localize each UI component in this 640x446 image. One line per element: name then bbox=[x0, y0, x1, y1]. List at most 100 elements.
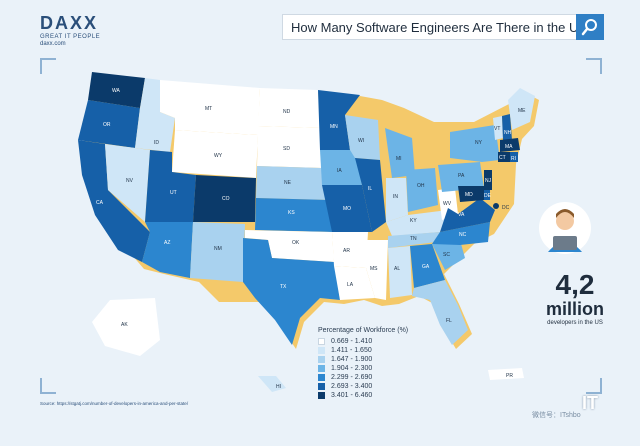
state-mn bbox=[318, 90, 360, 150]
state-nv bbox=[105, 144, 150, 222]
state-label: CO bbox=[222, 196, 230, 202]
corner-bracket-top-right bbox=[586, 58, 602, 74]
state-oh bbox=[406, 168, 438, 212]
search-question: How Many Software Engineers Are There in… bbox=[291, 20, 595, 35]
state-label: MA bbox=[505, 144, 513, 150]
legend-item: 2.299 - 2.690 bbox=[318, 373, 408, 382]
state-label: IN bbox=[393, 194, 398, 200]
state-label: PR bbox=[506, 373, 513, 379]
state-label: AK bbox=[121, 322, 128, 328]
state-ky bbox=[386, 210, 448, 236]
watermark: 微信号：ITshbo bbox=[532, 412, 581, 419]
state-or bbox=[78, 100, 140, 148]
state-sd bbox=[257, 126, 322, 168]
state-label: AL bbox=[394, 266, 400, 272]
state-label: DE bbox=[484, 193, 492, 199]
state-label: LA bbox=[347, 282, 354, 288]
state-label: NV bbox=[126, 178, 134, 184]
state-wi bbox=[345, 115, 380, 160]
state-label: KY bbox=[410, 218, 417, 224]
brand-site: daxx.com bbox=[40, 41, 66, 47]
brand-logo: DAXX GREAT IT PEOPLE daxx.com bbox=[40, 14, 100, 47]
state-label: DC bbox=[502, 205, 510, 211]
legend-title: Percentage of Workforce (%) bbox=[318, 327, 409, 334]
state-in bbox=[386, 178, 408, 222]
total-developers-stat: 4,2 million developers in the US bbox=[530, 198, 620, 327]
state-ca bbox=[78, 140, 150, 262]
state-md bbox=[458, 186, 484, 202]
state-al bbox=[388, 246, 412, 298]
state-label: FL bbox=[446, 318, 452, 324]
state-label: WI bbox=[358, 138, 364, 144]
state-label: NH bbox=[504, 130, 512, 136]
state-nm bbox=[190, 222, 245, 282]
state-label: NC bbox=[459, 232, 467, 238]
state-label: WY bbox=[214, 153, 223, 159]
source-note: Source: https://stgatj.com/number-of-dev… bbox=[40, 401, 189, 406]
state-az bbox=[142, 222, 193, 278]
state-label: VT bbox=[494, 126, 500, 132]
watermark-logo: IT bbox=[582, 393, 598, 413]
state-co bbox=[193, 175, 256, 222]
state-label: IA bbox=[337, 168, 342, 174]
legend-item: 0.669 - 1.410 bbox=[318, 337, 408, 346]
state-label: ID bbox=[154, 140, 159, 146]
search-button[interactable] bbox=[576, 14, 604, 40]
state-ma bbox=[500, 138, 520, 152]
state-nd bbox=[258, 88, 320, 128]
state-label: CA bbox=[96, 200, 104, 206]
state-mi bbox=[385, 128, 415, 178]
state-mt bbox=[160, 80, 260, 135]
stat-caption: developers in the US bbox=[547, 320, 603, 326]
state-fl bbox=[412, 280, 468, 345]
state-label: TN bbox=[410, 236, 417, 242]
state-dc bbox=[493, 203, 499, 209]
state-ct bbox=[498, 152, 510, 162]
state-label: MD bbox=[465, 192, 473, 198]
state-tx bbox=[243, 238, 340, 345]
state-label: OH bbox=[417, 183, 425, 189]
state-label: ND bbox=[283, 109, 291, 115]
state-pr bbox=[488, 368, 524, 380]
stat-unit: million bbox=[546, 299, 604, 319]
developer-avatar-icon bbox=[539, 202, 591, 254]
state-label: RI bbox=[511, 156, 516, 162]
corner-bracket-top-left bbox=[40, 58, 56, 74]
legend-item: 1.411 - 1.650 bbox=[318, 346, 408, 355]
legend: Percentage of Workforce (%) 0.669 - 1.41… bbox=[318, 327, 408, 400]
legend-item: 1.647 - 1.900 bbox=[318, 355, 408, 364]
search-icon bbox=[581, 19, 597, 36]
state-label: MN bbox=[330, 124, 338, 130]
search-bar[interactable]: How Many Software Engineers Are There in… bbox=[282, 14, 604, 40]
state-label: MO bbox=[343, 206, 351, 212]
corner-bracket-bottom-left bbox=[40, 378, 56, 394]
state-label: NJ bbox=[485, 178, 492, 184]
state-id bbox=[135, 78, 175, 152]
state-ar bbox=[332, 232, 368, 268]
state-vt bbox=[493, 116, 503, 140]
state-il bbox=[355, 158, 386, 232]
legend-item: 2.693 - 3.400 bbox=[318, 382, 408, 391]
brand-name: DAXX bbox=[40, 13, 99, 33]
brand-tagline: GREAT IT PEOPLE bbox=[40, 34, 101, 40]
state-label: AZ bbox=[164, 240, 170, 246]
state-nj bbox=[484, 170, 492, 190]
state-label: AR bbox=[343, 248, 350, 254]
state-nc bbox=[432, 222, 490, 245]
state-label: NM bbox=[214, 246, 222, 252]
state-label: NE bbox=[284, 180, 292, 186]
state-ms bbox=[366, 240, 388, 300]
state-label: SD bbox=[283, 146, 290, 152]
state-la bbox=[334, 266, 375, 300]
state-label: UT bbox=[170, 190, 177, 196]
state-label: IL bbox=[368, 186, 372, 192]
state-label: GA bbox=[422, 264, 430, 270]
state-ga bbox=[410, 244, 445, 288]
legend-item: 1.904 - 2.300 bbox=[318, 364, 408, 373]
state-ny bbox=[450, 125, 500, 162]
state-sc bbox=[432, 240, 465, 270]
state-ak bbox=[92, 298, 160, 356]
state-nh bbox=[502, 114, 512, 140]
